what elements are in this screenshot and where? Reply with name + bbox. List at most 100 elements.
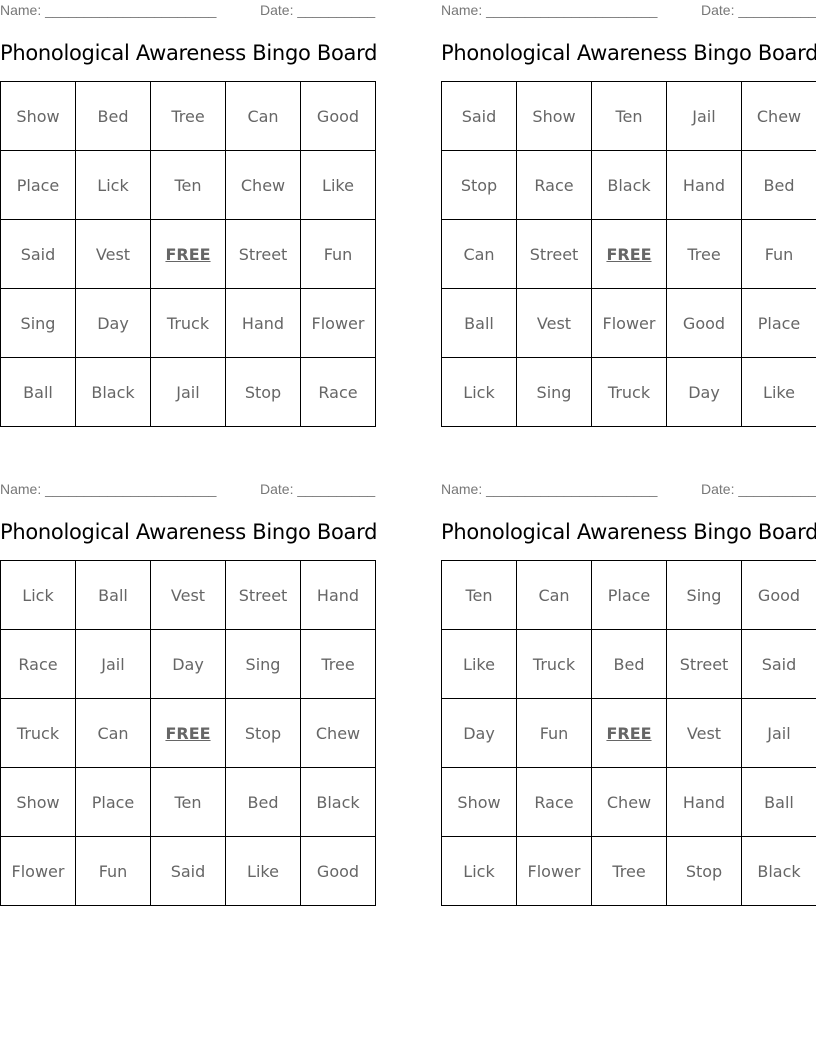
grid-row: Show Bed Tree Can Good	[0, 81, 376, 151]
bingo-cell: Jail	[666, 81, 742, 151]
name-field: Name: ______________________	[0, 481, 217, 497]
bingo-cell: Can	[441, 219, 517, 289]
bingo-cell: Black	[75, 357, 151, 427]
bingo-cell: Place	[0, 150, 76, 220]
bingo-cell: Good	[741, 560, 816, 630]
bingo-cell: Hand	[666, 767, 742, 837]
bingo-cell: Fun	[516, 698, 592, 768]
grid-row: Show Race Chew Hand Ball	[441, 767, 816, 837]
bingo-cell: Good	[300, 836, 376, 906]
free-space: FREE	[150, 698, 226, 768]
bingo-cell: Ten	[591, 81, 667, 151]
grid-row: Stop Race Black Hand Bed	[441, 150, 816, 220]
bingo-cell: Black	[741, 836, 816, 906]
board-title: Phonological Awareness Bingo Board	[441, 520, 816, 544]
bingo-cell: Ball	[75, 560, 151, 630]
grid-row: Sing Day Truck Hand Flower	[0, 288, 376, 358]
bingo-cell: Said	[150, 836, 226, 906]
bingo-cell: Bed	[75, 81, 151, 151]
bingo-cell: Truck	[0, 698, 76, 768]
bingo-cell: Chew	[591, 767, 667, 837]
bingo-cell: Ten	[441, 560, 517, 630]
grid-row: Said Vest FREE Street Fun	[0, 219, 376, 289]
bingo-cell: Street	[225, 219, 301, 289]
bingo-cell: Chew	[741, 81, 816, 151]
name-date-header: Name: ______________________ Date: ______…	[441, 481, 816, 499]
bingo-grid: Ten Can Place Sing Good Like Truck Bed Street Sai…	[441, 560, 816, 906]
bingo-cell: Jail	[741, 698, 816, 768]
bingo-cell: Show	[0, 81, 76, 151]
board-title: Phonological Awareness Bingo Board	[0, 520, 378, 544]
bingo-cell: Can	[516, 560, 592, 630]
grid-row: Lick Sing Truck Day Like	[441, 357, 816, 427]
bingo-cell: Chew	[300, 698, 376, 768]
bingo-cell: Vest	[150, 560, 226, 630]
bingo-cell: Ball	[441, 288, 517, 358]
free-space: FREE	[150, 219, 226, 289]
bingo-cell: Said	[441, 81, 517, 151]
name-date-header: Name: ______________________ Date: ______…	[0, 2, 376, 20]
date-field: Date: __________	[701, 2, 816, 18]
bingo-cell: Like	[741, 357, 816, 427]
board-title: Phonological Awareness Bingo Board	[0, 41, 378, 65]
bingo-cell: Tree	[591, 836, 667, 906]
bingo-cell: Lick	[75, 150, 151, 220]
bingo-cell: Place	[75, 767, 151, 837]
bingo-cell: Vest	[516, 288, 592, 358]
bingo-cell: Show	[516, 81, 592, 151]
bingo-cell: Place	[591, 560, 667, 630]
bingo-cell: Day	[150, 629, 226, 699]
bingo-cell: Lick	[0, 560, 76, 630]
bingo-cell: Fun	[75, 836, 151, 906]
bingo-cell: Day	[75, 288, 151, 358]
bingo-cell: Race	[300, 357, 376, 427]
bingo-cell: Flower	[516, 836, 592, 906]
bingo-cell: Vest	[75, 219, 151, 289]
name-field: Name: ______________________	[0, 2, 217, 18]
bingo-cell: Like	[300, 150, 376, 220]
bingo-cell: Street	[666, 629, 742, 699]
name-field: Name: ______________________	[441, 2, 658, 18]
grid-row: Ball Vest Flower Good Place	[441, 288, 816, 358]
date-field: Date: __________	[260, 481, 376, 497]
bingo-cell: Sing	[0, 288, 76, 358]
bingo-cell: Stop	[225, 698, 301, 768]
bingo-cell: Day	[666, 357, 742, 427]
bingo-grid: Show Bed Tree Can Good Place Lick Ten Chew Like Sa…	[0, 81, 376, 427]
date-field: Date: __________	[701, 481, 816, 497]
bingo-cell: Black	[591, 150, 667, 220]
bingo-cell: Good	[300, 81, 376, 151]
bingo-cell: Flower	[0, 836, 76, 906]
grid-row: Day Fun FREE Vest Jail	[441, 698, 816, 768]
name-date-header: Name: ______________________ Date: ______…	[0, 481, 376, 499]
bingo-cell: Ten	[150, 767, 226, 837]
free-space: FREE	[591, 219, 667, 289]
bingo-grid: Said Show Ten Jail Chew Stop Race Black Hand Bed C…	[441, 81, 816, 427]
grid-row: Flower Fun Said Like Good	[0, 836, 376, 906]
bingo-cell: Jail	[150, 357, 226, 427]
bingo-cell: Can	[225, 81, 301, 151]
bingo-cell: Stop	[666, 836, 742, 906]
bingo-cell: Fun	[741, 219, 816, 289]
bingo-cell: Like	[225, 836, 301, 906]
bingo-cell: Good	[666, 288, 742, 358]
bingo-cell: Lick	[441, 836, 517, 906]
bingo-cell: Day	[441, 698, 517, 768]
bingo-cell: Bed	[225, 767, 301, 837]
bingo-cell: Ball	[0, 357, 76, 427]
bingo-cell: Tree	[666, 219, 742, 289]
bingo-cell: Hand	[225, 288, 301, 358]
bingo-cell: Bed	[741, 150, 816, 220]
bingo-cell: Ten	[150, 150, 226, 220]
bingo-cell: Truck	[150, 288, 226, 358]
grid-row: Show Place Ten Bed Black	[0, 767, 376, 837]
bingo-cell: Sing	[666, 560, 742, 630]
grid-row: Truck Can FREE Stop Chew	[0, 698, 376, 768]
bingo-cell: Show	[0, 767, 76, 837]
name-field: Name: ______________________	[441, 481, 658, 497]
bingo-cell: Street	[225, 560, 301, 630]
bingo-cell: Ball	[741, 767, 816, 837]
bingo-cell: Place	[741, 288, 816, 358]
bingo-cell: Race	[516, 767, 592, 837]
bingo-cell: Stop	[441, 150, 517, 220]
